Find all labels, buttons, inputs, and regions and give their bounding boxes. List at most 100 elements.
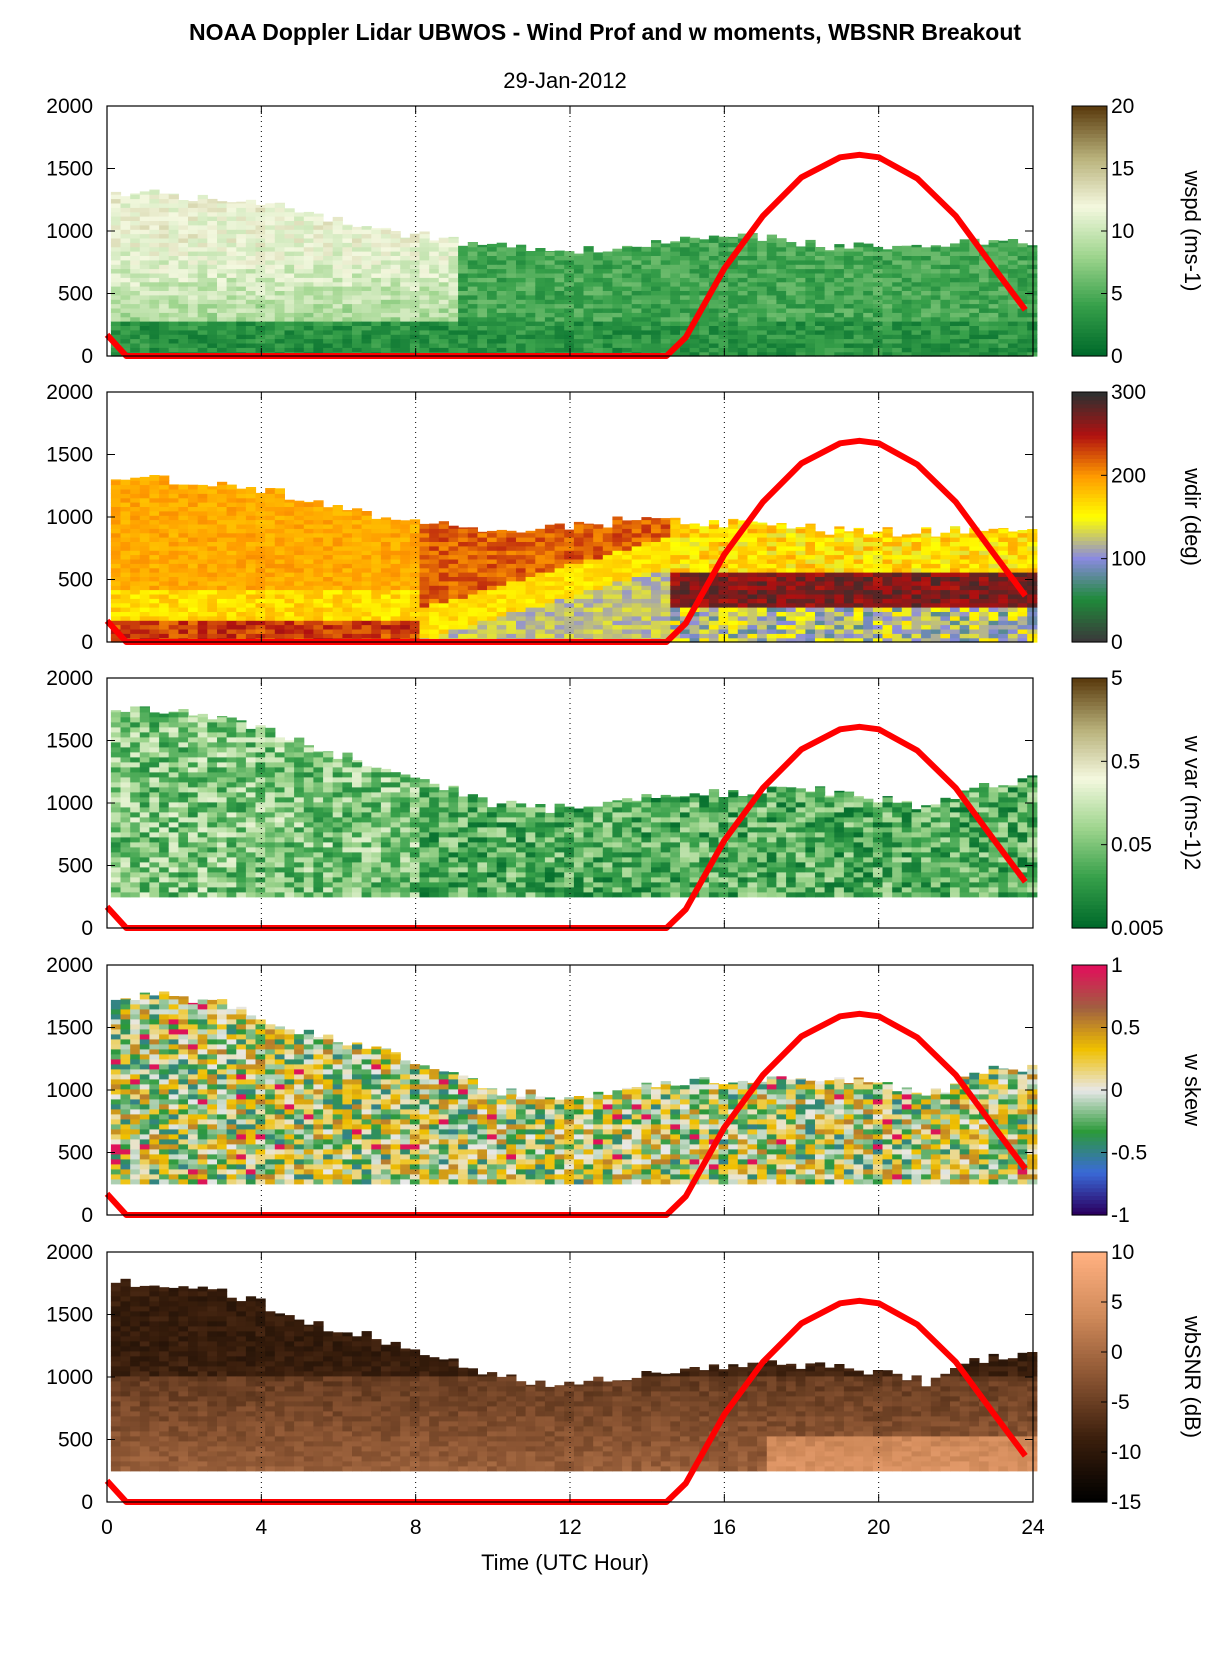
heatmap-cell <box>332 545 343 551</box>
heatmap-cell <box>583 316 594 322</box>
heatmap-cell <box>795 294 806 300</box>
heatmap-cell <box>274 307 285 313</box>
heatmap-cell <box>255 272 266 278</box>
heatmap-cell <box>872 342 884 348</box>
heatmap-cell <box>236 251 247 256</box>
heatmap-cell <box>255 506 266 512</box>
heatmap-cell <box>303 607 314 612</box>
heatmap-cell <box>429 528 440 534</box>
heatmap-cell <box>766 303 777 309</box>
colorbar-swatch <box>1072 344 1107 349</box>
heatmap-cell <box>149 580 160 586</box>
colorbar-swatch <box>1072 313 1107 318</box>
heatmap-cell <box>197 334 208 340</box>
heatmap-cell <box>323 580 334 586</box>
heatmap-cell <box>178 528 189 534</box>
heatmap-cell <box>255 598 266 604</box>
heatmap-cell <box>959 264 970 270</box>
heatmap-cell <box>728 528 739 534</box>
heatmap-cell <box>323 294 334 300</box>
heatmap-cell <box>274 515 285 521</box>
heatmap-cell <box>139 528 150 534</box>
heatmap-cell <box>149 602 160 608</box>
colorbar-swatch <box>1072 340 1107 345</box>
heatmap-cell <box>110 519 122 525</box>
heatmap-cell <box>506 347 517 353</box>
heatmap-cell <box>332 277 343 283</box>
heatmap-cell <box>188 484 199 490</box>
heatmap-cell <box>188 615 199 621</box>
heatmap-cell <box>728 303 739 309</box>
heatmap-cell <box>217 515 228 521</box>
heatmap-cell <box>593 607 604 612</box>
heatmap-cell <box>458 541 469 547</box>
heatmap-cell <box>178 251 189 256</box>
heatmap-cell <box>467 528 478 534</box>
heatmap-cell <box>651 585 662 591</box>
heatmap-cell <box>458 272 469 278</box>
heatmap-cell <box>226 272 237 278</box>
heatmap-cell <box>699 286 710 291</box>
heatmap-cell <box>487 338 498 344</box>
heatmap-cell <box>583 272 594 278</box>
heatmap-cell <box>708 580 720 586</box>
heatmap-cell <box>766 325 777 331</box>
heatmap-cell <box>139 576 150 582</box>
heatmap-cell <box>419 334 430 340</box>
heatmap-cell <box>564 633 575 639</box>
heatmap-cell <box>564 602 575 608</box>
heatmap-cell <box>178 576 189 582</box>
heatmap-cell <box>409 325 421 331</box>
heatmap-cell <box>371 576 382 582</box>
heatmap-cell <box>245 493 257 499</box>
heatmap-cell <box>708 563 720 569</box>
heatmap-cell <box>747 580 758 586</box>
heatmap-cell <box>834 321 845 326</box>
heatmap-cell <box>429 264 440 270</box>
heatmap-cell <box>776 268 787 274</box>
heatmap-cell <box>255 611 266 617</box>
heatmap-cell <box>255 523 266 529</box>
heatmap-cell <box>544 545 556 551</box>
heatmap-cell <box>294 321 305 326</box>
heatmap-cell <box>477 607 488 612</box>
heatmap-cell <box>332 251 343 256</box>
heatmap-cell <box>197 611 208 617</box>
heatmap-cell <box>516 255 527 261</box>
heatmap-cell <box>795 338 806 344</box>
heatmap-cell <box>159 593 170 599</box>
heatmap-cell <box>313 554 324 560</box>
heatmap-cell <box>380 316 392 322</box>
heatmap-cell <box>188 259 199 265</box>
heatmap-cell <box>718 281 729 287</box>
heatmap-cell <box>274 251 285 256</box>
heatmap-cell <box>641 277 652 283</box>
heatmap-cell <box>602 615 613 621</box>
heatmap-cell <box>361 259 372 265</box>
heatmap-cell <box>805 255 816 261</box>
heatmap-cell <box>631 299 642 305</box>
heatmap-cell <box>602 572 613 577</box>
heatmap-cell <box>757 523 768 529</box>
heatmap-cell <box>188 589 199 595</box>
heatmap-cell <box>139 633 150 639</box>
heatmap-cell <box>400 334 411 340</box>
heatmap-cell <box>998 272 1009 278</box>
heatmap-cell <box>911 268 922 274</box>
heatmap-cell <box>371 312 382 318</box>
heatmap-cell <box>757 312 768 318</box>
heatmap-cell <box>168 558 179 564</box>
heatmap-cell <box>805 294 816 300</box>
heatmap-cell <box>245 558 257 564</box>
heatmap-cell <box>352 268 363 274</box>
heatmap-cell <box>631 580 642 586</box>
heatmap-cell <box>631 264 642 270</box>
heatmap-cell <box>168 484 179 490</box>
heatmap-cell <box>467 272 478 278</box>
heatmap-cell <box>120 502 131 507</box>
heatmap-cell <box>323 602 334 608</box>
heatmap-cell <box>660 299 671 305</box>
heatmap-cell <box>323 563 334 569</box>
heatmap-cell <box>130 593 141 599</box>
heatmap-cell <box>265 312 276 318</box>
